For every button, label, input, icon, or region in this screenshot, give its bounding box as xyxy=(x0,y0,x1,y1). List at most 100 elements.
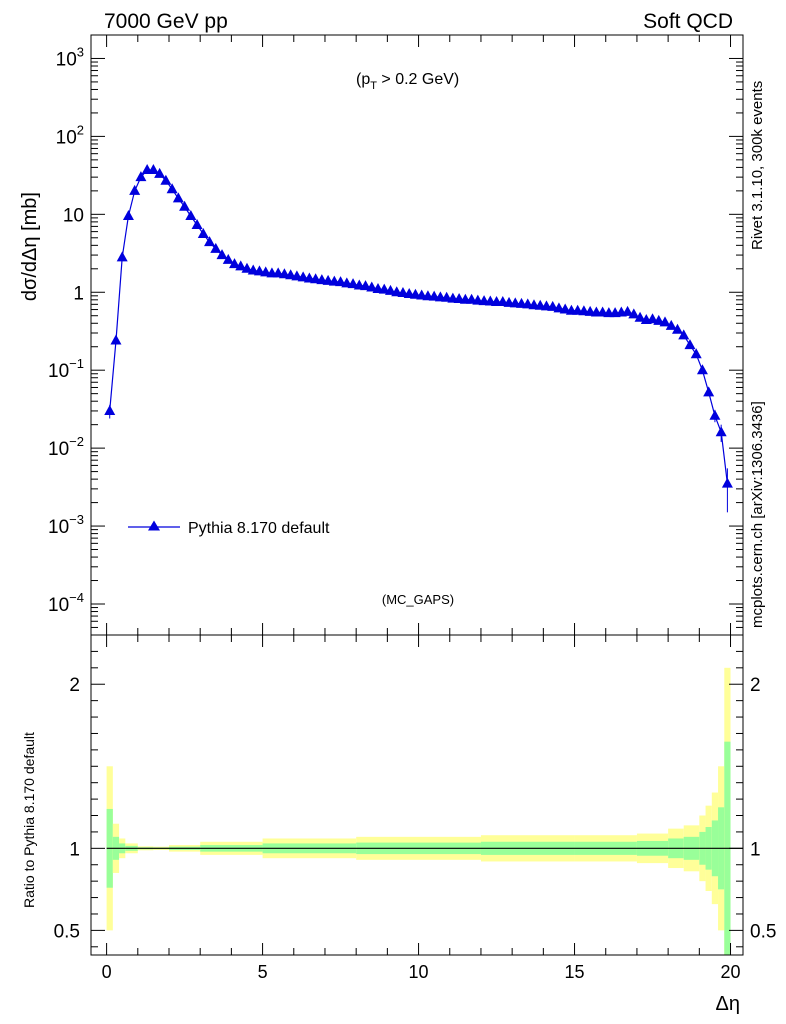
ratio-y-tick-label-right: 1 xyxy=(750,839,761,860)
y-tick-label: 10−1 xyxy=(48,356,84,382)
data-point xyxy=(154,167,166,178)
data-point xyxy=(703,386,715,397)
y-tick-base: 10 xyxy=(48,439,69,460)
data-point xyxy=(709,409,721,420)
data-point xyxy=(197,227,209,238)
y-tick-exp: −4 xyxy=(69,590,84,605)
y-tick-label: 1 xyxy=(73,283,84,304)
data-point xyxy=(335,276,347,287)
data-point xyxy=(222,253,234,264)
data-point xyxy=(678,329,690,340)
data-point xyxy=(210,242,222,253)
data-point xyxy=(671,323,683,334)
data-point xyxy=(622,305,634,316)
data-point xyxy=(191,218,203,229)
data-point xyxy=(216,249,228,260)
ratio-y-tick-label-left: 0.5 xyxy=(54,921,80,942)
y-tick-exp: 3 xyxy=(77,44,84,59)
rivet-label: Rivet 3.1.10, 300k events xyxy=(749,81,766,250)
analysis-label: (MC_GAPS) xyxy=(382,592,454,607)
ratio-y-tick-label-right: 0.5 xyxy=(750,921,776,942)
y-tick-base: 10 xyxy=(56,49,77,70)
data-point xyxy=(659,316,671,327)
data-point xyxy=(172,192,184,203)
data-point xyxy=(684,339,696,350)
x-axis-label: Δη xyxy=(716,993,740,1015)
x-tick-label: 20 xyxy=(721,962,741,982)
legend-marker xyxy=(148,520,160,531)
header-left: 7000 GeV pp xyxy=(104,10,228,33)
data-point xyxy=(547,300,559,311)
y-tick-base: 10 xyxy=(48,517,69,538)
data-point xyxy=(235,260,247,271)
cut-label: (pT > 0.2 GeV) xyxy=(356,71,459,92)
data-point xyxy=(366,281,378,292)
y-tick-base: 10 xyxy=(56,127,77,148)
data-point xyxy=(628,308,640,319)
y-tick-exp: −2 xyxy=(69,434,84,449)
data-point xyxy=(378,283,390,294)
cut-suffix: > 0.2 GeV) xyxy=(377,71,459,88)
data-point xyxy=(634,311,646,322)
main-ylabel: dσ/dΔη [mb] xyxy=(19,192,41,301)
data-point xyxy=(129,184,141,195)
data-point xyxy=(653,314,665,325)
data-point xyxy=(715,426,727,437)
data-point xyxy=(241,262,253,273)
data-point xyxy=(166,183,178,194)
main-series xyxy=(104,164,733,513)
ratio-y-tick-label-left: 2 xyxy=(69,675,80,696)
x-tick-label: 10 xyxy=(409,962,429,982)
y-tick-label: 102 xyxy=(56,122,84,148)
y-tick-label: 103 xyxy=(56,44,84,70)
data-point xyxy=(179,200,191,211)
ratio-ylabel: Ratio to Pythia 8.170 default xyxy=(21,732,37,908)
data-point xyxy=(135,171,147,182)
data-point xyxy=(229,258,241,269)
ratio-bands xyxy=(106,667,731,955)
data-point xyxy=(116,251,128,262)
data-point xyxy=(160,174,172,185)
cut-prefix: (p xyxy=(356,71,370,88)
data-point xyxy=(122,210,134,221)
legend-entry: Pythia 8.170 default xyxy=(188,520,330,537)
cut-sub: T xyxy=(370,80,377,92)
header-right: Soft QCD xyxy=(643,10,733,33)
data-point xyxy=(204,236,216,247)
y-tick-base: 10 xyxy=(48,595,69,616)
x-tick-label: 5 xyxy=(258,962,268,982)
data-point xyxy=(360,280,372,291)
legend: Pythia 8.170 default xyxy=(128,520,330,537)
data-point xyxy=(696,364,708,375)
y-tick-label: 10−2 xyxy=(48,434,84,460)
data-point xyxy=(647,313,659,324)
ratio-y-tick-label-left: 1 xyxy=(69,839,80,860)
y-tick-exp: −3 xyxy=(69,512,84,527)
x-tick-label: 0 xyxy=(102,962,112,982)
ratio-y-tick-label-right: 2 xyxy=(750,675,761,696)
y-tick-exp: 2 xyxy=(77,122,84,137)
mcplots-label: mcplots.cern.ch [arXiv:1306.3436] xyxy=(749,401,766,628)
data-point xyxy=(690,348,702,359)
y-tick-base: 10 xyxy=(48,361,69,382)
y-tick-label: 10−4 xyxy=(48,590,84,616)
x-tick-label: 15 xyxy=(565,962,585,982)
y-tick-label: 10 xyxy=(63,205,84,226)
data-point xyxy=(185,210,197,221)
y-tick-label: 10−3 xyxy=(48,512,84,538)
y-tick-base: 1 xyxy=(73,283,84,304)
series-line xyxy=(109,169,728,484)
data-point xyxy=(104,404,116,415)
ratio-frame xyxy=(90,634,744,956)
data-point xyxy=(110,334,122,345)
data-point xyxy=(721,477,733,488)
y-tick-exp: −1 xyxy=(69,356,84,371)
data-point xyxy=(147,164,159,175)
data-point xyxy=(665,319,677,330)
main-frame xyxy=(90,34,744,636)
data-point xyxy=(384,284,396,295)
data-point xyxy=(347,278,359,289)
y-tick-base: 10 xyxy=(63,205,84,226)
